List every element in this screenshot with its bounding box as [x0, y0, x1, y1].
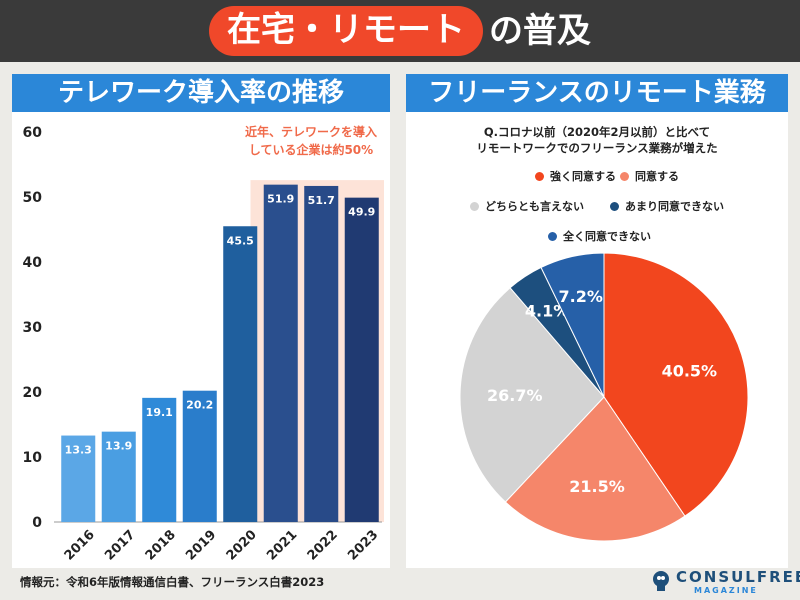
bar-value-label: 45.5 — [227, 234, 254, 247]
pie-slice-label: 26.7% — [487, 386, 543, 405]
x-tick-label: 2022 — [305, 527, 341, 563]
title-rest: の普及 — [489, 11, 591, 51]
pie-slice-label: 21.5% — [569, 477, 625, 496]
x-tick-label: 2020 — [224, 527, 260, 563]
x-tick-label: 2023 — [345, 527, 381, 563]
bar-value-label: 51.7 — [308, 194, 335, 207]
annotation-line2: している企業は約50% — [249, 142, 373, 157]
bar-2020 — [223, 226, 258, 522]
pie-slice — [540, 252, 605, 398]
legend-label: どちらとも言えない — [485, 200, 584, 213]
brain-head-icon — [653, 571, 669, 591]
pie-slice-label: 4.1% — [525, 301, 569, 320]
y-tick-label: 60 — [23, 125, 43, 141]
y-tick-label: 20 — [23, 385, 43, 401]
x-tick-label: 2021 — [264, 527, 300, 563]
legend-dot — [610, 201, 619, 211]
pie-slice-label: 40.5% — [662, 362, 718, 381]
legend-item: どちらとも言えない — [470, 198, 584, 214]
legend-label: 同意する — [635, 170, 679, 183]
bar-2022 — [304, 185, 339, 522]
bar-value-label: 20.2 — [186, 399, 213, 412]
pie-chart-panel: 40.5% 21.5% 26.7% 4.1% 7.2% — [406, 112, 788, 568]
pie-question-line1: Q.コロナ以前（2020年2月以前）と比べて — [483, 125, 711, 139]
legend-item: あまり同意できない — [610, 198, 724, 214]
bar-2019 — [182, 390, 217, 522]
bar-2017 — [101, 431, 136, 522]
bar-value-label: 13.3 — [65, 444, 92, 457]
legend-dot — [548, 231, 557, 241]
bar-2018 — [142, 397, 177, 522]
bar-2016 — [61, 435, 96, 522]
legend-label: 全く同意できない — [563, 230, 651, 243]
legend-item: 強く同意する — [535, 168, 616, 184]
brand-name: CONSULFREE — [676, 568, 800, 586]
y-tick-label: 40 — [23, 255, 43, 271]
legend-dot — [470, 201, 479, 211]
bar-value-label: 51.9 — [267, 193, 294, 206]
pie-slice-label: 7.2% — [559, 287, 603, 306]
legend-item: 全く同意できない — [548, 228, 651, 244]
legend-item: 同意する — [620, 168, 679, 184]
pie-slice — [459, 287, 605, 503]
bar-2023 — [344, 197, 379, 522]
y-tick-label: 0 — [32, 515, 42, 531]
bar-2021 — [263, 184, 298, 522]
pie-chart: 40.5% 21.5% 26.7% 4.1%7.2% — [459, 252, 749, 542]
bar-value-label: 13.9 — [105, 440, 132, 453]
pie-chart-heading: フリーランスのリモート業務 — [406, 74, 788, 112]
brand-sub: MAGAZINE — [694, 586, 758, 595]
x-tick-label: 2018 — [143, 527, 179, 563]
bar-value-label: 49.9 — [348, 206, 375, 219]
x-tick-label: 2016 — [62, 527, 98, 563]
y-tick-label: 50 — [23, 190, 43, 206]
x-tick-label: 2017 — [102, 527, 138, 563]
brand-logo: CONSULFREE MAGAZINE — [650, 568, 800, 598]
pie-slice — [504, 396, 686, 542]
legend-dot — [535, 171, 544, 181]
annotation-line1: 近年、テレワークを導入 — [245, 124, 377, 139]
x-tick-label: 2019 — [183, 527, 219, 563]
legend-dot — [620, 171, 629, 181]
title-highlight: 在宅・リモート — [209, 6, 483, 56]
y-tick-label: 10 — [23, 450, 43, 466]
bar-value-label: 19.1 — [146, 406, 173, 419]
bar-chart-panel: 近年、テレワークを導入 している企業は約50% 0 10 20 30 40 50 60 13.3 2… — [12, 112, 390, 568]
y-tick-label: 30 — [23, 320, 43, 336]
bar-chart-heading: テレワーク導入率の推移 — [12, 74, 390, 112]
page-title: 在宅・リモート の普及 — [0, 6, 800, 56]
pie-slice — [603, 252, 749, 517]
legend-label: 強く同意する — [550, 170, 616, 183]
source-note: 情報元：令和6年版情報通信白書、フリーランス白書2023 — [20, 575, 325, 589]
legend-label: あまり同意できない — [625, 200, 724, 213]
pie-question-line2: リモートワークでのフリーランス業務が増えた — [476, 141, 718, 155]
pie-question: Q.コロナ以前（2020年2月以前）と比べて リモートワークでのフリーランス業務… — [406, 124, 788, 156]
